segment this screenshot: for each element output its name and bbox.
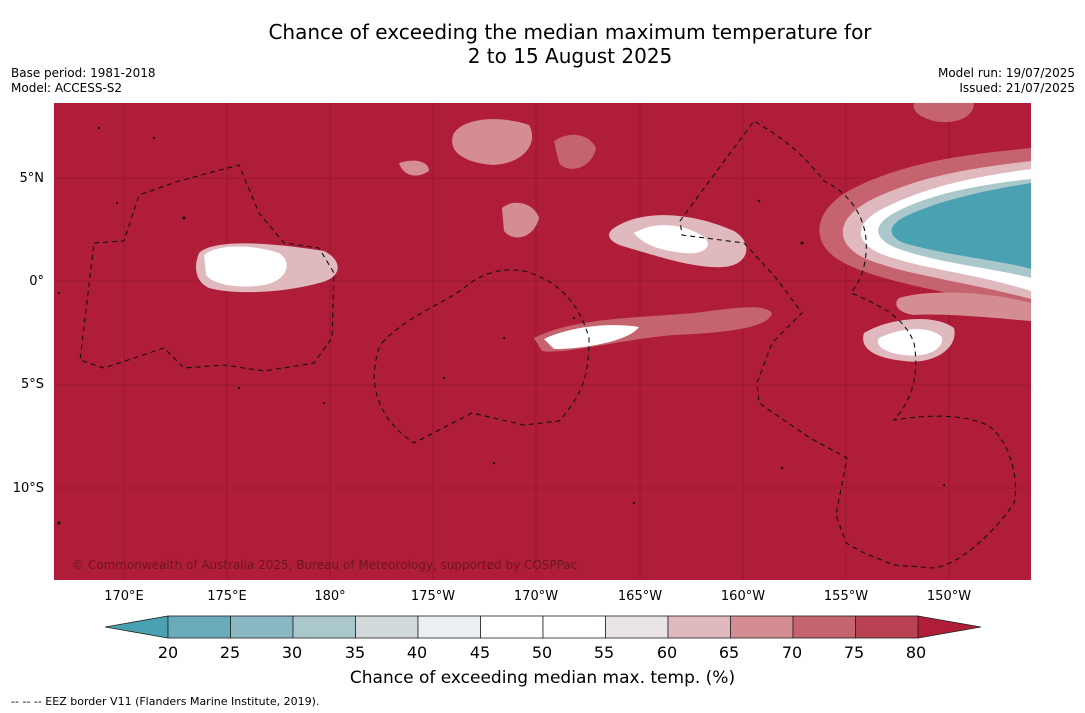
lon-label-150w: 150°W <box>926 589 972 604</box>
colorbar-extend-high <box>917 615 982 639</box>
map-canvas <box>54 103 1031 580</box>
colorbar-box-4 <box>417 615 481 639</box>
lon-label-165w: 165°W <box>617 589 663 604</box>
lat-label-5n: 5°N <box>19 171 45 186</box>
colorbar-tick-80: 80 <box>905 643 927 662</box>
colorbar-tick-50: 50 <box>531 643 553 662</box>
lat-label-5s: 5°S <box>20 377 44 392</box>
forecast-map <box>54 103 1031 580</box>
lat-label-0: 0° <box>29 274 44 289</box>
model-name: Model: ACCESS-S2 <box>11 81 123 95</box>
issued-date: Issued: 21/07/2025 <box>959 81 1075 95</box>
title-line-2: 2 to 15 August 2025 <box>467 44 673 68</box>
islands <box>57 126 946 570</box>
meta-left: Base period: 1981-2018 Model: ACCESS-S2 <box>11 66 156 96</box>
colorbar-box-9 <box>730 615 794 639</box>
colorbar-box-1 <box>230 615 294 639</box>
colorbar-tick-75: 75 <box>843 643 865 662</box>
eez-borders <box>79 120 1017 569</box>
colorbar-label: Chance of exceeding median max. temp. (%… <box>349 668 736 688</box>
base-period: Base period: 1981-2018 <box>11 66 156 80</box>
colorbar-tick-65: 65 <box>718 643 740 662</box>
colorbar-box-11 <box>855 615 919 639</box>
colorbar-tick-30: 30 <box>281 643 303 662</box>
colorbar-box-10 <box>792 615 856 639</box>
model-run-date: Model run: 19/07/2025 <box>937 66 1075 80</box>
lon-label-170e: 170°E <box>104 589 144 604</box>
colorbar <box>104 614 982 646</box>
colorbar-tick-20: 20 <box>157 643 179 662</box>
colorbar-tick-35: 35 <box>344 643 366 662</box>
colorbar-box-0 <box>167 615 231 639</box>
colorbar-tick-60: 60 <box>656 643 678 662</box>
eez-footnote: -- -- -- EEZ border V11 (Flanders Marine… <box>11 695 320 708</box>
lon-label-175w: 175°W <box>410 589 456 604</box>
lon-label-160w: 160°W <box>720 589 766 604</box>
colorbar-box-6 <box>542 615 606 639</box>
lon-label-175e: 175°E <box>207 589 247 604</box>
lon-label-180: 180° <box>314 589 346 604</box>
anomaly-patches <box>196 103 1031 362</box>
colorbar-extend-low <box>104 615 169 639</box>
colorbar-box-3 <box>355 615 419 639</box>
colorbar-tick-55: 55 <box>593 643 615 662</box>
colorbar-tick-40: 40 <box>406 643 428 662</box>
chart-title: Chance of exceeding the median maximum t… <box>0 20 1085 68</box>
colorbar-box-2 <box>292 615 356 639</box>
colorbar-box-8 <box>667 615 731 639</box>
colorbar-tick-25: 25 <box>219 643 241 662</box>
lon-label-170w: 170°W <box>513 589 559 604</box>
copyright-notice: © Commonwealth of Australia 2025, Bureau… <box>72 558 578 572</box>
colorbar-box-7 <box>605 615 669 639</box>
colorbar-tick-45: 45 <box>469 643 491 662</box>
colorbar-box-5 <box>480 615 544 639</box>
colorbar-svg <box>104 615 982 639</box>
title-line-1: Chance of exceeding the median maximum t… <box>268 20 872 44</box>
lon-label-155w: 155°W <box>823 589 869 604</box>
colorbar-tick-70: 70 <box>781 643 803 662</box>
meta-right: Model run: 19/07/2025 Issued: 21/07/2025 <box>938 66 1075 96</box>
gridlines <box>54 103 1031 580</box>
lat-label-10s: 10°S <box>12 481 44 496</box>
